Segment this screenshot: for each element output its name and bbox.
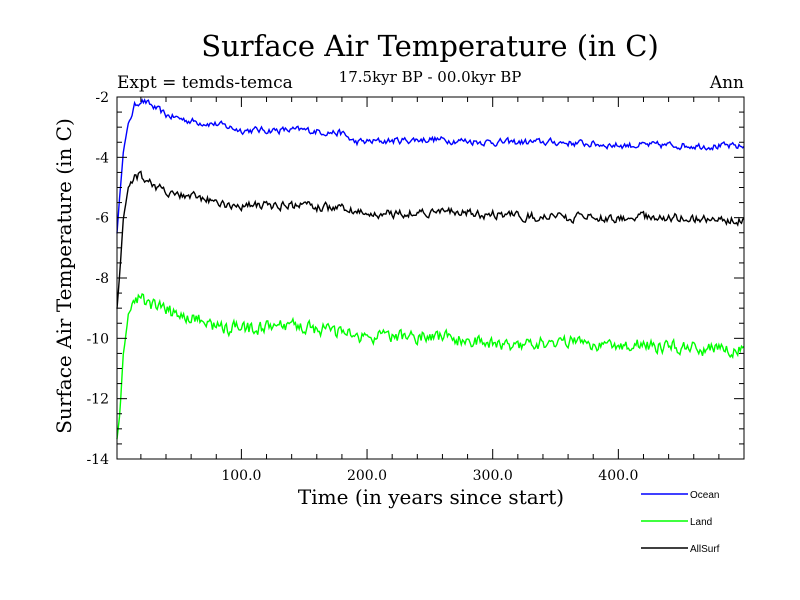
x-tick-label: 100.0 [221,468,261,484]
series-line-land [116,293,745,440]
x-tick-label: 400.0 [598,468,638,484]
experiment-label: Expt = temds-temca [117,73,293,93]
axis-ticks: 100.0 200.0 300.0 400.0 -14 -12 -10 -8 -6 -4 -2 [86,90,744,484]
x-axis-label: Time (in years since start) [298,485,564,509]
plot-frame [116,96,745,460]
y-tick-label: -10 [86,331,109,347]
legend-label-ocean: Ocean [690,490,719,501]
y-tick-label: -6 [95,211,109,227]
chart-subtitle: 17.5kyr BP - 00.0kyr BP [339,68,522,86]
legend-label-land: Land [690,517,712,528]
period-label: Ann [709,73,744,93]
y-tick-label: -12 [86,392,109,408]
legend: Ocean Land AllSurf [641,490,720,555]
y-axis-label: Surface Air Temperature (in C) [52,118,76,434]
series-line-ocean [116,98,745,234]
plot-area [116,98,745,440]
x-tick-label: 300.0 [473,468,513,484]
legend-label-allsurf: AllSurf [690,544,720,555]
y-tick-label: -4 [95,150,109,166]
y-tick-label: -14 [86,452,109,468]
y-tick-label: -2 [95,90,109,106]
series-line-allsurf [116,170,745,309]
chart-title: Surface Air Temperature (in C) [201,29,659,63]
x-tick-label: 200.0 [347,468,387,484]
y-tick-label: -8 [95,271,109,287]
